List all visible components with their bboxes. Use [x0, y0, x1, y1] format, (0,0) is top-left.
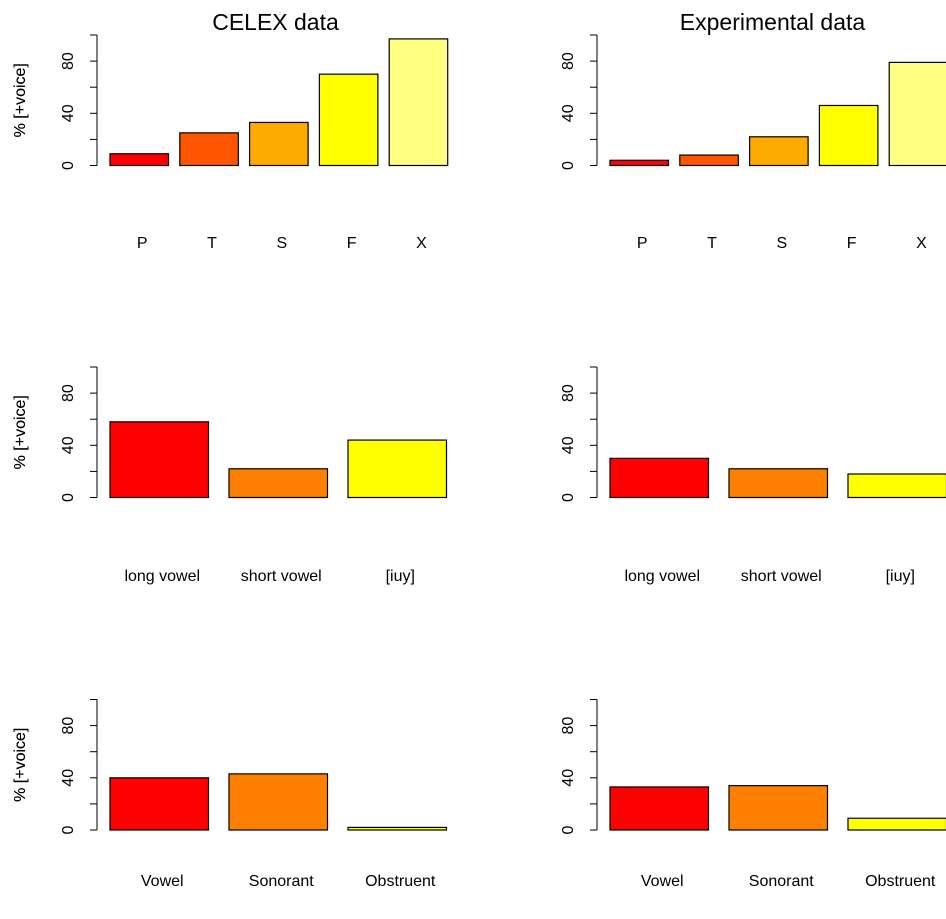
- bar: [818, 104, 879, 167]
- y-tick-label: 40: [560, 769, 577, 787]
- category-label: [iuy]: [886, 568, 915, 585]
- y-axis-label: % [+voice]: [12, 395, 29, 469]
- y-tick-label: 0: [560, 493, 577, 502]
- bar: [609, 457, 710, 499]
- y-tick-label: 80: [560, 52, 577, 70]
- y-axis-label: % [+voice]: [12, 728, 29, 802]
- category-label: Sonorant: [749, 873, 814, 890]
- category-label: short vowel: [241, 568, 322, 585]
- category-label: Vowel: [141, 873, 184, 890]
- bar: [728, 785, 829, 831]
- category-label: short vowel: [741, 568, 822, 585]
- bar: [109, 421, 210, 499]
- bar: [249, 121, 309, 167]
- category-label: T: [207, 235, 217, 252]
- y-tick-label: 80: [560, 384, 577, 402]
- bar: [388, 38, 449, 167]
- category-label: T: [707, 235, 717, 252]
- category-label: Obstruent: [865, 873, 936, 890]
- chart-panel: 0 40 80 % [+voice] long vowel short vowel [iuy…: [12, 366, 946, 585]
- bar: [888, 61, 946, 167]
- category-label: Obstruent: [365, 873, 436, 890]
- y-tick-label: 0: [60, 825, 77, 834]
- bar: [109, 777, 210, 831]
- category-label: F: [347, 235, 357, 252]
- y-axis-label: % [+voice]: [12, 728, 29, 802]
- category-label: S: [277, 235, 288, 252]
- y-axis-label: % [+voice]: [12, 63, 29, 137]
- y-tick-label: 40: [60, 104, 77, 122]
- chart-panel: Experimental data 0 40 80 % [+voice] P T S F X: [12, 9, 946, 252]
- category-label: S: [777, 235, 788, 252]
- category-label: X: [416, 235, 427, 252]
- y-tick-label: 80: [60, 717, 77, 735]
- category-label: [iuy]: [386, 568, 415, 585]
- category-label: Vowel: [641, 873, 684, 890]
- y-tick-label: 40: [560, 436, 577, 454]
- category-label: long vowel: [624, 568, 700, 585]
- bar: [228, 773, 329, 831]
- y-tick-label: 0: [560, 825, 577, 834]
- y-tick-label: 0: [60, 161, 77, 170]
- y-tick-label: 40: [60, 436, 77, 454]
- chart-title: CELEX data: [212, 9, 339, 35]
- y-axis-label: % [+voice]: [12, 395, 29, 469]
- chart-panel: 0 40 80 % [+voice] Vowel Sonorant Obstruent: [12, 699, 448, 890]
- bar: [347, 439, 448, 499]
- chart-panel: 0 40 80 % [+voice] Vowel Sonorant Obstruent: [12, 699, 946, 890]
- y-tick-label: 0: [60, 493, 77, 502]
- y-tick-label: 80: [60, 52, 77, 70]
- bar: [847, 817, 946, 831]
- y-axis-label: % [+voice]: [12, 63, 29, 137]
- bar: [318, 73, 379, 167]
- category-label: long vowel: [124, 568, 200, 585]
- y-tick-label: 40: [560, 104, 577, 122]
- bar: [679, 154, 739, 167]
- y-tick-label: 40: [60, 769, 77, 787]
- bar: [179, 132, 239, 167]
- chart-panel: CELEX data 0 40 80 % [+voice] P T S F X: [12, 9, 449, 252]
- bar: [609, 786, 710, 831]
- bar: [847, 473, 946, 499]
- bar: [228, 468, 329, 499]
- chart-panel: 0 40 80 % [+voice] long vowel short vowel [iuy…: [12, 366, 448, 585]
- category-label: P: [137, 235, 148, 252]
- bar: [347, 826, 448, 831]
- category-label: Sonorant: [249, 873, 314, 890]
- bar: [609, 159, 670, 167]
- category-label: F: [847, 235, 857, 252]
- category-label: X: [916, 235, 927, 252]
- bar: [109, 153, 170, 167]
- bar: [728, 468, 829, 499]
- chart-title: Experimental data: [680, 9, 866, 35]
- y-tick-label: 80: [60, 384, 77, 402]
- y-tick-label: 0: [560, 161, 577, 170]
- category-label: P: [637, 235, 648, 252]
- bar: [748, 136, 809, 167]
- y-tick-label: 80: [560, 717, 577, 735]
